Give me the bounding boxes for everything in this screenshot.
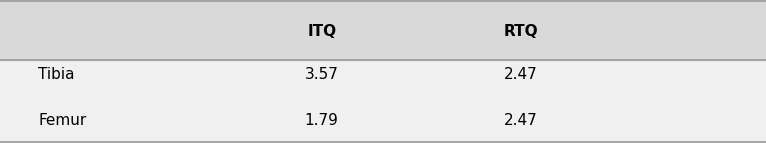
Text: Femur: Femur (38, 113, 87, 128)
Text: 1.79: 1.79 (305, 113, 339, 128)
Text: ITQ: ITQ (307, 24, 336, 39)
Text: 3.57: 3.57 (305, 67, 339, 82)
Bar (0, 0, 766, 60)
Text: 2.47: 2.47 (504, 113, 538, 128)
Text: RTQ: RTQ (503, 24, 538, 39)
Text: Tibia: Tibia (38, 67, 75, 82)
Text: 2.47: 2.47 (504, 67, 538, 82)
